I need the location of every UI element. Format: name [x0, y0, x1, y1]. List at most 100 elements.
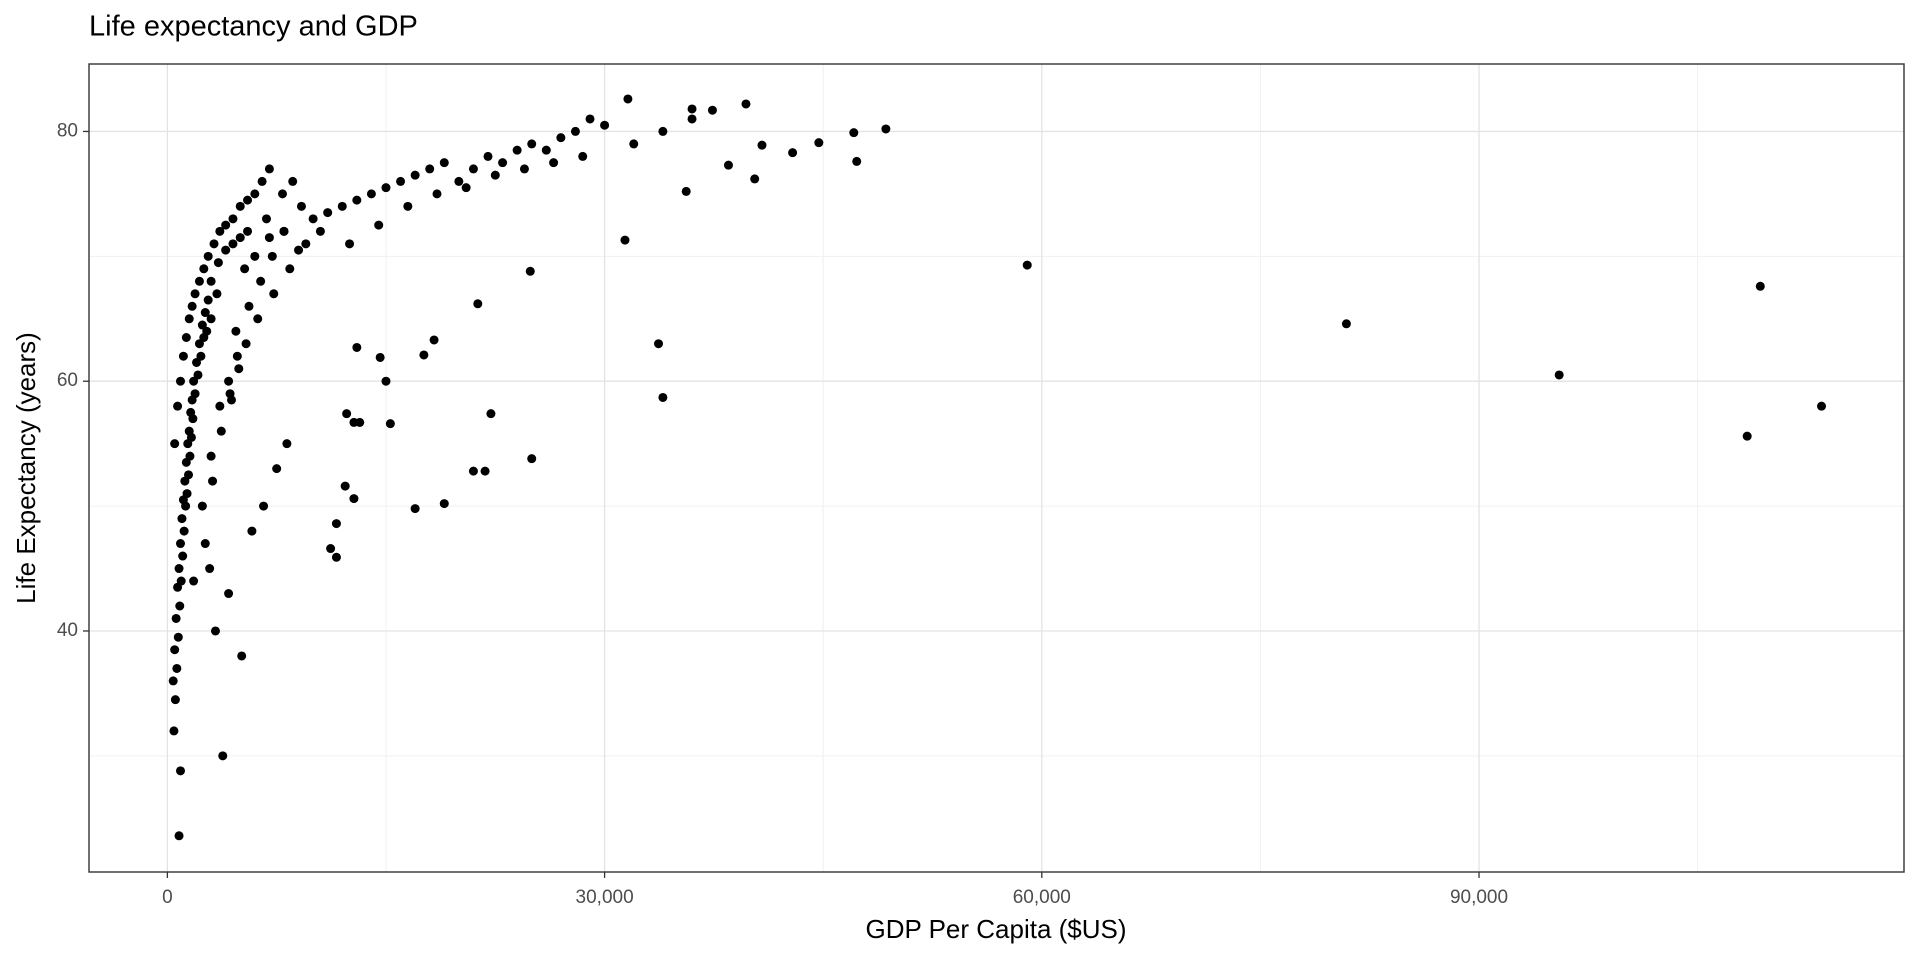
x-tick-label: 30,000 — [576, 887, 634, 908]
point — [203, 295, 213, 305]
point — [175, 766, 185, 776]
y-axis-title: Life Expectancy (years) — [11, 332, 41, 604]
point — [480, 466, 490, 476]
point — [215, 226, 225, 236]
point — [396, 176, 406, 186]
point — [498, 158, 508, 168]
point — [541, 145, 551, 155]
point — [490, 170, 500, 180]
point — [578, 151, 588, 161]
point — [228, 239, 238, 249]
point — [206, 276, 216, 286]
point — [240, 264, 250, 274]
point — [410, 170, 420, 180]
point — [184, 314, 194, 324]
point — [181, 501, 191, 511]
point — [232, 351, 242, 361]
point — [294, 245, 304, 255]
point — [340, 481, 350, 491]
point — [243, 195, 253, 205]
point — [176, 576, 186, 586]
point — [264, 233, 274, 243]
point — [205, 564, 215, 574]
point — [253, 314, 263, 324]
point — [1742, 431, 1752, 441]
point — [213, 258, 223, 268]
point — [512, 145, 522, 155]
point — [1022, 260, 1032, 270]
point — [175, 539, 185, 549]
point — [199, 264, 209, 274]
point — [189, 376, 199, 386]
point — [278, 189, 288, 199]
point — [210, 626, 220, 636]
point — [241, 339, 251, 349]
point — [184, 470, 194, 480]
point — [352, 195, 362, 205]
point — [200, 308, 210, 318]
point — [600, 120, 610, 130]
point — [707, 105, 717, 115]
point — [221, 220, 231, 230]
point — [439, 499, 449, 509]
point — [250, 189, 260, 199]
point — [186, 432, 196, 442]
point — [687, 104, 697, 114]
point — [723, 160, 733, 170]
point — [172, 663, 182, 673]
point — [282, 439, 292, 449]
point — [468, 164, 478, 174]
point — [188, 414, 198, 424]
point — [187, 301, 197, 311]
point — [486, 409, 496, 419]
x-axis-title: GDP Per Capita ($US) — [865, 914, 1126, 944]
point — [269, 289, 279, 299]
point — [629, 139, 639, 149]
point — [243, 226, 253, 236]
point — [570, 126, 580, 136]
point — [192, 357, 202, 367]
point — [345, 239, 355, 249]
point — [272, 464, 282, 474]
point — [174, 831, 184, 841]
point — [279, 226, 289, 236]
point — [814, 138, 824, 148]
point — [337, 201, 347, 211]
point — [247, 526, 257, 536]
point — [308, 214, 318, 224]
chart-title: Life expectancy and GDP — [89, 11, 418, 43]
point — [257, 176, 267, 186]
point — [301, 239, 311, 249]
point — [193, 370, 203, 380]
point — [208, 476, 218, 486]
point — [285, 264, 295, 274]
point — [410, 504, 420, 514]
point — [381, 183, 391, 193]
point — [189, 576, 199, 586]
point — [1341, 319, 1351, 329]
point — [385, 419, 395, 429]
point — [228, 214, 238, 224]
point — [197, 320, 207, 330]
point — [375, 352, 385, 362]
point — [852, 156, 862, 166]
point — [173, 401, 183, 411]
point — [227, 395, 237, 405]
point — [315, 226, 325, 236]
point — [218, 751, 228, 761]
point — [374, 220, 384, 230]
point — [175, 376, 185, 386]
point — [244, 301, 254, 311]
point — [1554, 370, 1564, 380]
x-tick-label: 90,000 — [1450, 887, 1508, 908]
point — [331, 519, 341, 529]
point — [681, 186, 691, 196]
point — [366, 189, 376, 199]
point — [174, 564, 184, 574]
point — [432, 189, 442, 199]
point — [190, 389, 200, 399]
point — [185, 451, 195, 461]
point — [454, 176, 464, 186]
point — [170, 695, 180, 705]
point — [658, 126, 668, 136]
